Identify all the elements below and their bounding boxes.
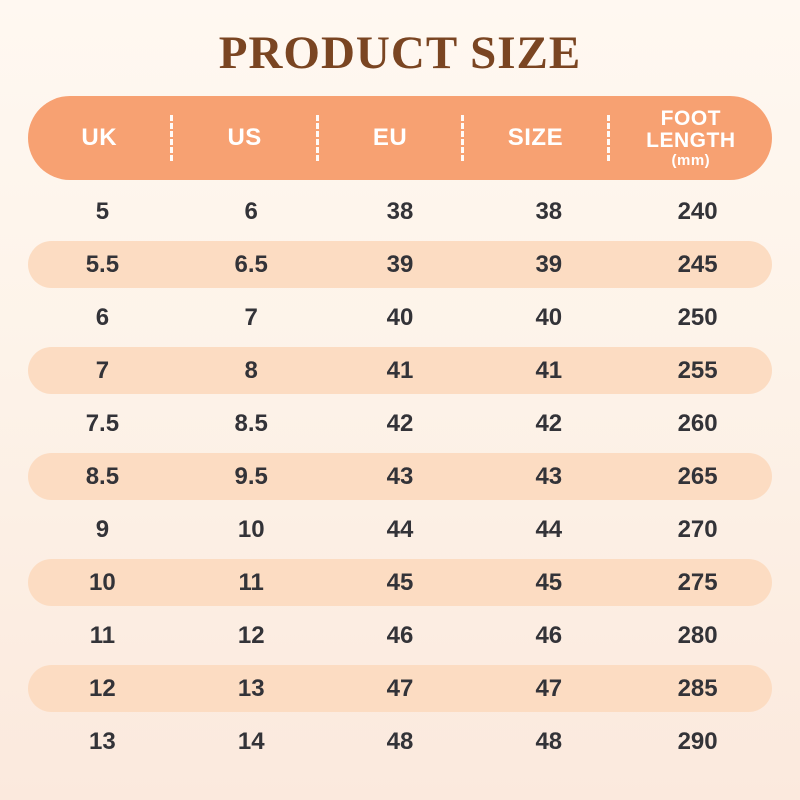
table-cell: 9.5	[234, 462, 268, 490]
table-cell: 10	[237, 515, 265, 543]
column-header-eu: EU	[372, 124, 408, 152]
table-cell: 280	[677, 621, 718, 649]
table-row: 9 10 44 44 270	[28, 503, 772, 556]
table-cell: 265	[677, 462, 718, 490]
table-row: 5.5 6.5 39 39 245	[28, 241, 772, 288]
table-cell: 6.5	[234, 250, 268, 278]
table-cell: 7.5	[85, 409, 120, 437]
table-cell: 250	[677, 303, 718, 331]
table-cell: 45	[535, 568, 563, 596]
table-rows: 5 6 38 38 240 5.5 6.5 39 39 245 6 7 40 40 250 7 8 41 41 255…	[28, 185, 772, 768]
table-cell: 11	[238, 568, 264, 596]
table-cell: 12	[237, 621, 265, 649]
table-cell: 285	[677, 674, 718, 702]
table-row: 10 11 45 45 275	[28, 559, 772, 606]
table-cell: 42	[386, 409, 414, 437]
table-cell: 13	[237, 674, 265, 702]
table-cell: 6	[244, 197, 258, 225]
table-row: 13 14 48 48 290	[28, 715, 772, 768]
table-cell: 40	[386, 303, 414, 331]
table-row: 11 12 46 46 280	[28, 609, 772, 662]
table-row: 6 7 40 40 250	[28, 291, 772, 344]
table-cell: 13	[89, 727, 116, 755]
table-cell: 45	[386, 568, 414, 596]
table-cell: 39	[386, 250, 414, 278]
table-cell: 44	[386, 515, 414, 543]
table-cell: 48	[386, 727, 414, 755]
table-cell: 5	[95, 197, 110, 225]
foot-length-label: FOOT LENGTH	[646, 106, 736, 152]
table-cell: 270	[677, 515, 718, 543]
table-row: 12 13 47 47 285	[28, 665, 772, 712]
table-cell: 6	[95, 303, 110, 331]
table-cell: 14	[237, 727, 265, 755]
table-cell: 7	[95, 356, 110, 384]
table-cell: 42	[535, 409, 563, 437]
table-cell: 46	[535, 621, 563, 649]
table-cell: 8	[244, 356, 258, 384]
table-cell: 8.5	[234, 409, 268, 437]
table-cell: 38	[386, 197, 414, 225]
table-cell: 41	[535, 356, 563, 384]
table-row: 8.5 9.5 43 43 265	[28, 453, 772, 500]
table-cell: 10	[89, 568, 116, 596]
table-cell: 275	[677, 568, 718, 596]
column-header-uk: UK	[81, 124, 118, 152]
table-row: 7.5 8.5 42 42 260	[28, 397, 772, 450]
table-cell: 240	[677, 197, 718, 225]
column-header-foot-length: FOOT LENGTH (mm)	[610, 106, 772, 169]
header-divider	[170, 115, 174, 161]
table-cell: 260	[677, 409, 718, 437]
table-cell: 7	[244, 303, 258, 331]
table-cell: 40	[535, 303, 563, 331]
table-row: 5 6 38 38 240	[28, 185, 772, 238]
foot-length-unit: (mm)	[671, 151, 711, 169]
table-cell: 46	[386, 621, 414, 649]
table-cell: 38	[535, 197, 563, 225]
column-header-us: US	[227, 124, 262, 152]
table-cell: 290	[677, 727, 718, 755]
table-cell: 47	[535, 674, 563, 702]
size-table: UK US EU SIZE FOOT LENGTH (mm) 5 6 38 38 240…	[28, 96, 772, 768]
header-divider	[461, 115, 465, 161]
table-cell: 255	[677, 356, 718, 384]
table-row: 7 8 41 41 255	[28, 347, 772, 394]
column-header-size: SIZE	[507, 124, 564, 152]
page-title: PRODUCT SIZE	[218, 27, 582, 79]
table-cell: 47	[386, 674, 414, 702]
table-cell: 11	[89, 621, 116, 649]
table-header: UK US EU SIZE FOOT LENGTH (mm)	[28, 96, 772, 180]
table-cell: 43	[386, 462, 414, 490]
table-cell: 39	[535, 250, 563, 278]
table-cell: 41	[386, 356, 414, 384]
table-cell: 48	[535, 727, 563, 755]
table-cell: 44	[535, 515, 563, 543]
header-divider	[315, 115, 319, 161]
table-cell: 5.5	[85, 250, 120, 278]
header-divider	[606, 115, 610, 161]
table-cell: 12	[89, 674, 116, 702]
table-cell: 43	[535, 462, 563, 490]
table-cell: 8.5	[85, 462, 120, 490]
table-cell: 9	[95, 515, 110, 543]
table-cell: 245	[677, 250, 718, 278]
